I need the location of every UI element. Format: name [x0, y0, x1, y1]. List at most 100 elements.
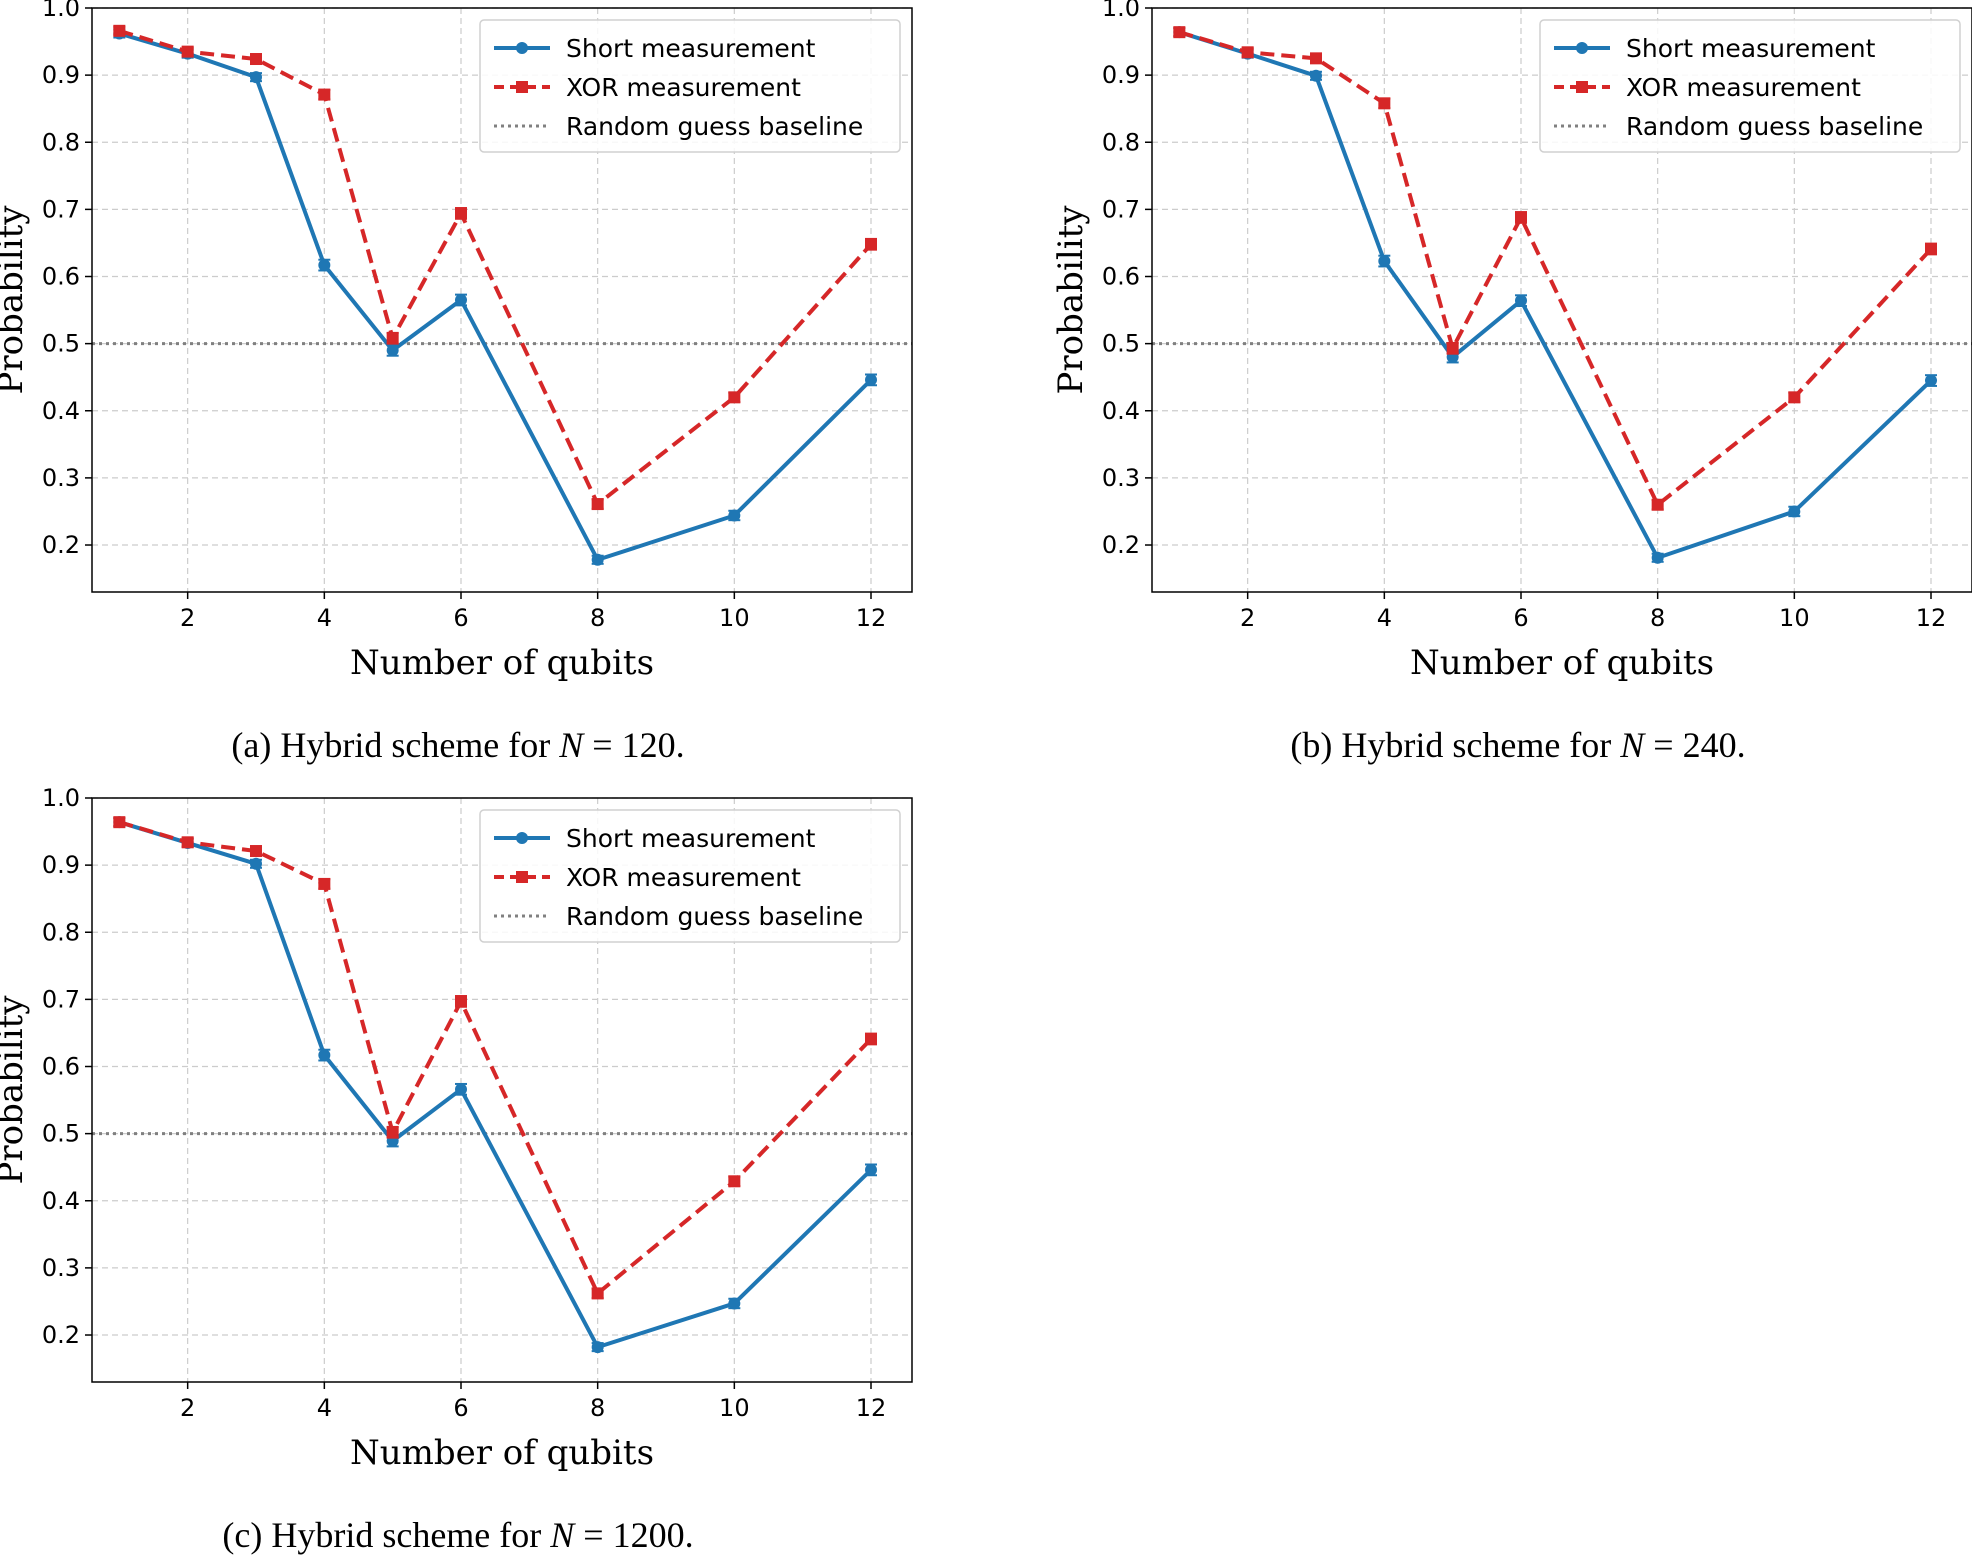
- data-point-xor: [181, 45, 194, 58]
- y-tick-label: 0.4: [1102, 397, 1140, 425]
- figure-caption: (a) Hybrid scheme for N = 120.: [231, 725, 684, 765]
- y-axis-label: Probability: [1051, 205, 1091, 395]
- x-tick-label: 4: [317, 1394, 332, 1422]
- caption-value: 1200.: [613, 1515, 694, 1555]
- data-point-xor: [455, 995, 467, 1008]
- x-tick-label: 10: [1779, 604, 1810, 632]
- legend-label: XOR measurement: [1626, 73, 1861, 102]
- data-point-xor: [113, 24, 126, 37]
- legend-marker-short: [516, 42, 528, 54]
- x-tick-label: 12: [1916, 604, 1947, 632]
- legend-label: XOR measurement: [566, 863, 801, 892]
- y-tick-label: 0.2: [42, 1321, 80, 1349]
- data-point-short: [865, 1163, 877, 1176]
- data-point-short: [1925, 374, 1937, 387]
- x-tick-label: 4: [317, 604, 332, 632]
- y-tick-label: 0.3: [42, 1254, 80, 1282]
- data-point-xor: [318, 877, 331, 890]
- caption-value: 120.: [622, 725, 685, 765]
- y-tick-label: 0.5: [42, 330, 80, 358]
- data-point-short: [591, 1341, 604, 1354]
- x-tick-label: 8: [590, 1394, 605, 1422]
- x-axis-label: Number of qubits: [1410, 643, 1714, 683]
- chart-panel-1: 2 4 6 8 10 12 0.2 0.3 0.4 0.5 0.6 0.7 0.8 0.9 1.0 Numbe…: [1051, 0, 1972, 765]
- chart-panel-2: 2 4 6 8 10 12 0.2 0.3 0.4 0.5 0.6 0.7 0.8 0.9 1.0 Numbe…: [0, 784, 913, 1555]
- data-point-xor: [386, 1126, 399, 1139]
- legend-label: Short measurement: [566, 824, 816, 853]
- data-point-xor: [113, 816, 126, 829]
- data-point-short: [318, 1049, 331, 1062]
- y-tick-label: 0.9: [42, 851, 80, 879]
- data-point-short: [455, 294, 467, 306]
- axes-frame: [91, 7, 913, 593]
- y-tick-label: 0.7: [1102, 195, 1140, 223]
- figure-caption: (c) Hybrid scheme for N = 1200.: [222, 1515, 693, 1555]
- legend-box: [479, 809, 901, 943]
- data-point-xor: [318, 88, 331, 101]
- caption-prefix: (b) Hybrid scheme for: [1290, 725, 1611, 765]
- data-point-short: [318, 259, 331, 272]
- legend-label: Short measurement: [1626, 34, 1876, 63]
- data-point-xor: [865, 238, 877, 251]
- y-tick-label: 0.9: [42, 61, 80, 89]
- y-tick-label: 1.0: [42, 784, 80, 812]
- data-point-short: [1788, 505, 1801, 518]
- x-tick-label: 2: [180, 1394, 195, 1422]
- legend-box: [479, 19, 901, 153]
- x-tick-label: 8: [590, 604, 605, 632]
- data-point-xor: [386, 332, 399, 345]
- data-point-xor: [1378, 97, 1391, 110]
- data-point-short: [865, 373, 877, 386]
- data-point-xor: [865, 1032, 877, 1045]
- legend-label: Random guess baseline: [566, 112, 863, 141]
- x-tick-label: 12: [856, 1394, 887, 1422]
- series-line-1: [1178, 30, 1933, 507]
- data-point-xor: [1651, 498, 1664, 511]
- axes-frame: [91, 797, 913, 1383]
- x-tick-label: 10: [719, 1394, 750, 1422]
- caption-prefix: (a) Hybrid scheme for: [231, 725, 550, 765]
- caption-space: [1611, 725, 1620, 765]
- y-tick-label: 0.3: [1102, 464, 1140, 492]
- y-tick-label: 0.4: [42, 397, 80, 425]
- data-point-short: [1378, 255, 1391, 268]
- data-point-short: [1651, 551, 1664, 564]
- legend-marker-xor: [1576, 81, 1588, 93]
- y-tick-label: 0.4: [42, 1187, 80, 1215]
- data-point-xor: [455, 207, 467, 220]
- caption-space: [1644, 725, 1653, 765]
- data-point-short: [1515, 294, 1527, 307]
- data-point-short: [455, 1083, 467, 1096]
- y-tick-label: 0.5: [1102, 330, 1140, 358]
- chart-panel-0: 2 4 6 8 10 12 0.2 0.3 0.4 0.5 0.6 0.7 0.8 0.9 1.0 Numbe…: [0, 0, 913, 765]
- legend: Short measurement XOR measurement Random g…: [1539, 19, 1961, 153]
- y-tick-label: 0.8: [42, 128, 80, 156]
- data-point-short: [1310, 69, 1322, 82]
- caption-equals: =: [1653, 725, 1673, 765]
- data-point-short: [728, 509, 741, 522]
- y-tick-label: 0.5: [42, 1120, 80, 1148]
- y-tick-label: 0.7: [42, 985, 80, 1013]
- figure-caption: (b) Hybrid scheme for N = 240.: [1290, 725, 1745, 765]
- y-tick-label: 0.2: [1102, 531, 1140, 559]
- x-tick-label: 6: [1513, 604, 1528, 632]
- x-tick-label: 4: [1377, 604, 1392, 632]
- data-point-xor: [728, 391, 741, 404]
- data-point-xor: [1446, 342, 1459, 355]
- data-point-xor: [181, 836, 194, 849]
- data-point-xor: [728, 1175, 741, 1188]
- y-tick-label: 0.7: [42, 195, 80, 223]
- legend-marker-xor: [516, 871, 528, 883]
- y-tick-label: 0.6: [42, 263, 80, 291]
- legend-label: Random guess baseline: [566, 902, 863, 931]
- data-point-short: [250, 857, 262, 870]
- y-tick-label: 1.0: [1102, 0, 1140, 22]
- x-tick-label: 8: [1650, 604, 1665, 632]
- data-point-xor: [250, 53, 262, 66]
- y-tick-label: 0.6: [1102, 263, 1140, 291]
- x-axis-label: Number of qubits: [350, 643, 654, 683]
- caption-variable: N: [1619, 725, 1646, 765]
- x-tick-label: 12: [856, 604, 887, 632]
- y-tick-label: 0.3: [42, 464, 80, 492]
